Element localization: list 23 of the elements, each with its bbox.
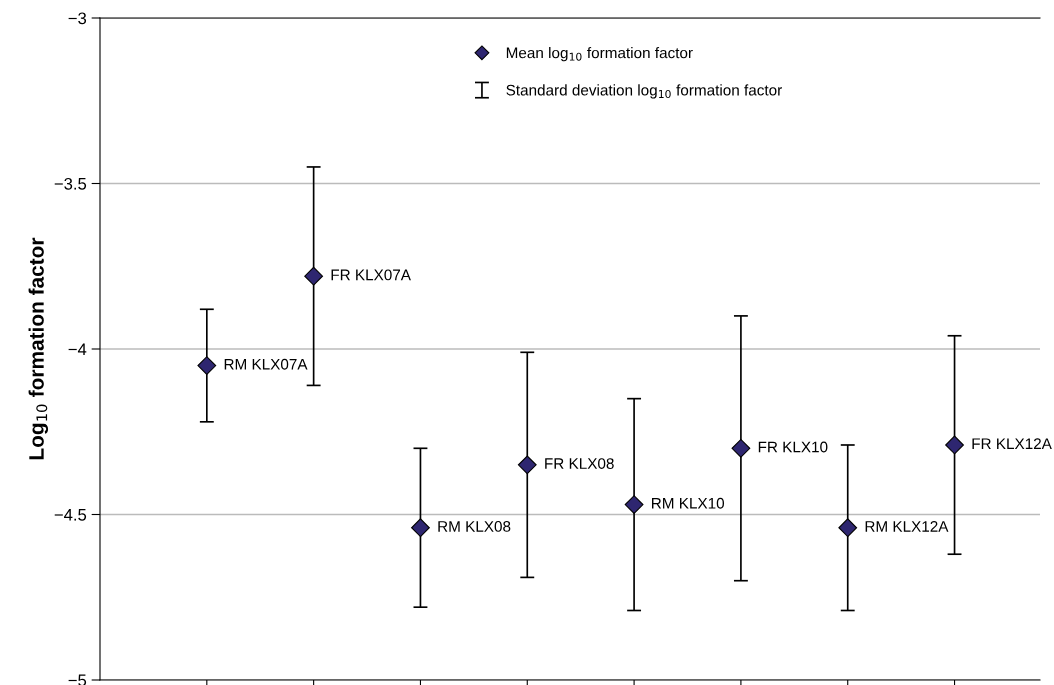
annotation: Standard deviation log$_{10}$ formation factor <box>506 84 782 99</box>
point <box>624 495 644 514</box>
point <box>731 438 751 458</box>
point <box>304 266 324 286</box>
point <box>197 356 217 375</box>
point <box>517 455 537 475</box>
data-label: FR KLX07A <box>331 269 411 281</box>
y-axis-title: Log$_{10}$ formation factor <box>28 237 49 460</box>
data-label: RM KLX12A <box>865 521 949 532</box>
y-tick-label: −3.5 <box>54 177 87 190</box>
point <box>411 518 430 538</box>
point <box>945 435 964 455</box>
data-label: FR KLX08 <box>545 458 614 469</box>
data-label: RM KLX08 <box>438 521 511 532</box>
data-label: FR KLX10 <box>758 441 828 453</box>
y-tick-label: −3 <box>68 12 87 25</box>
y-tick-label: −4.5 <box>54 509 87 521</box>
point <box>838 518 858 538</box>
data-label: FR KLX12A <box>972 438 1052 449</box>
legend-label: Mean log$_{10}$ formation factor <box>506 47 693 62</box>
data-label: RM KLX07A <box>224 358 308 370</box>
y-tick-label: −4 <box>68 343 87 356</box>
data-label: RM KLX10 <box>652 497 725 509</box>
